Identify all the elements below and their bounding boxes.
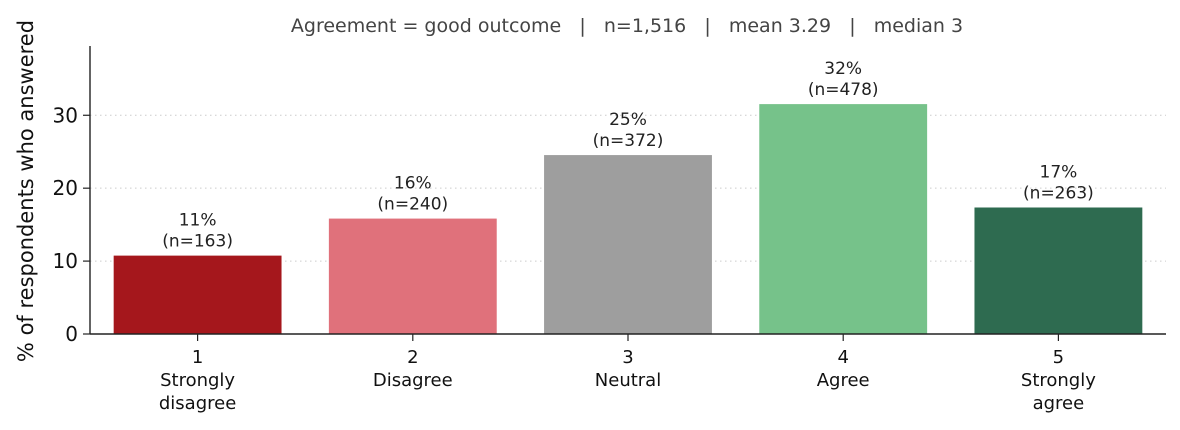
bar-count-label: (n=240)	[377, 195, 448, 215]
x-category-label: disagree	[159, 393, 236, 414]
bars	[113, 104, 1143, 334]
x-axis: 1Stronglydisagree2Disagree3Neutral4Agree…	[90, 333, 1166, 414]
x-category-label: Disagree	[373, 370, 453, 391]
x-category-label: 4	[837, 347, 848, 368]
bar-count-label: (n=478)	[808, 80, 879, 100]
bar-percent-label: 32%	[824, 59, 862, 79]
bar-data-labels: 11%(n=163) 16%(n=240) 25%(n=372) 32%(n=478)…	[162, 59, 1094, 252]
x-category-label: 1	[192, 347, 203, 368]
bar-count-label: (n=372)	[593, 131, 664, 151]
x-category-label: Neutral	[595, 370, 661, 391]
bar	[328, 218, 497, 334]
bar	[113, 255, 282, 334]
bar-percent-label: 11%	[179, 211, 217, 231]
bar-percent-label: 17%	[1040, 162, 1078, 182]
y-axis: 0 10 20 30	[53, 46, 91, 346]
y-tick-label: 0	[65, 322, 78, 346]
x-category-label: agree	[1033, 393, 1085, 414]
x-category-label: 2	[407, 347, 418, 368]
bar-percent-label: 16%	[394, 174, 432, 194]
y-tick-label: 20	[53, 176, 78, 200]
chart-title: Agreement = good outcome | n=1,516 | mea…	[291, 15, 963, 37]
x-category-label: 5	[1053, 347, 1064, 368]
x-category-label: Strongly	[1021, 370, 1096, 391]
bar	[544, 155, 712, 334]
y-tick-label: 30	[53, 103, 78, 127]
y-axis-label: % of respondents who answered	[14, 20, 38, 362]
x-category-label: Agree	[817, 370, 870, 391]
bar-count-label: (n=263)	[1023, 183, 1094, 203]
bar	[974, 207, 1143, 334]
x-category-label: 3	[622, 347, 633, 368]
bar-count-label: (n=163)	[162, 232, 233, 252]
y-tick-label: 10	[53, 249, 78, 273]
bar-percent-label: 25%	[609, 110, 647, 130]
x-category-label: Strongly	[160, 370, 235, 391]
bar	[759, 104, 928, 334]
